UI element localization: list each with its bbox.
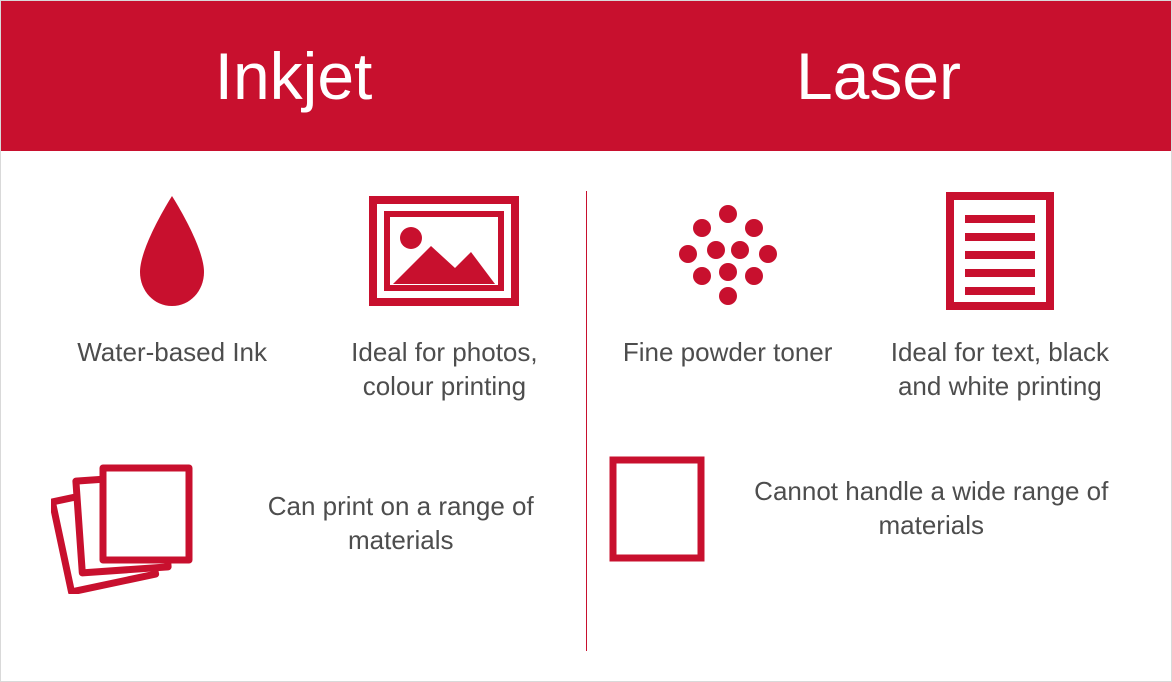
laser-top-row: Fine powder toner	[607, 191, 1122, 404]
powder-dots-icon	[668, 191, 788, 311]
drop-icon	[132, 191, 212, 311]
laser-toner-caption: Fine powder toner	[623, 336, 833, 370]
header: Inkjet Laser	[1, 1, 1171, 151]
laser-materials-caption: Cannot handle a wide range of materials	[742, 475, 1122, 543]
single-page-icon	[607, 454, 707, 564]
laser-text-caption: Ideal for text, black and white printing	[879, 336, 1121, 404]
inkjet-cell-photos: Ideal for photos, colour printing	[323, 191, 565, 404]
text-lines-icon	[945, 191, 1055, 311]
inkjet-materials-caption: Can print on a range of materials	[236, 490, 566, 558]
inkjet-ink-caption: Water-based Ink	[77, 336, 267, 370]
inkjet-top-row: Water-based Ink Ideal for photos, colour…	[51, 191, 566, 404]
inkjet-bottom-row: Can print on a range of materials	[51, 454, 566, 594]
header-left: Inkjet	[1, 1, 586, 151]
header-right: Laser	[586, 1, 1171, 151]
comparison-infographic: Inkjet Laser Water-based Ink	[0, 0, 1172, 682]
column-laser: Fine powder toner	[587, 191, 1142, 651]
header-left-title: Inkjet	[215, 38, 373, 114]
photo-icon	[369, 191, 519, 311]
laser-cell-text: Ideal for text, black and white printing	[879, 191, 1121, 404]
pages-stack-icon	[51, 454, 201, 594]
laser-cell-toner: Fine powder toner	[607, 191, 849, 404]
inkjet-cell-ink: Water-based Ink	[51, 191, 293, 404]
body: Water-based Ink Ideal for photos, colour…	[1, 151, 1171, 681]
laser-bottom-row: Cannot handle a wide range of materials	[607, 454, 1122, 564]
inkjet-photos-caption: Ideal for photos, colour printing	[323, 336, 565, 404]
header-right-title: Laser	[796, 38, 961, 114]
column-inkjet: Water-based Ink Ideal for photos, colour…	[31, 191, 586, 651]
